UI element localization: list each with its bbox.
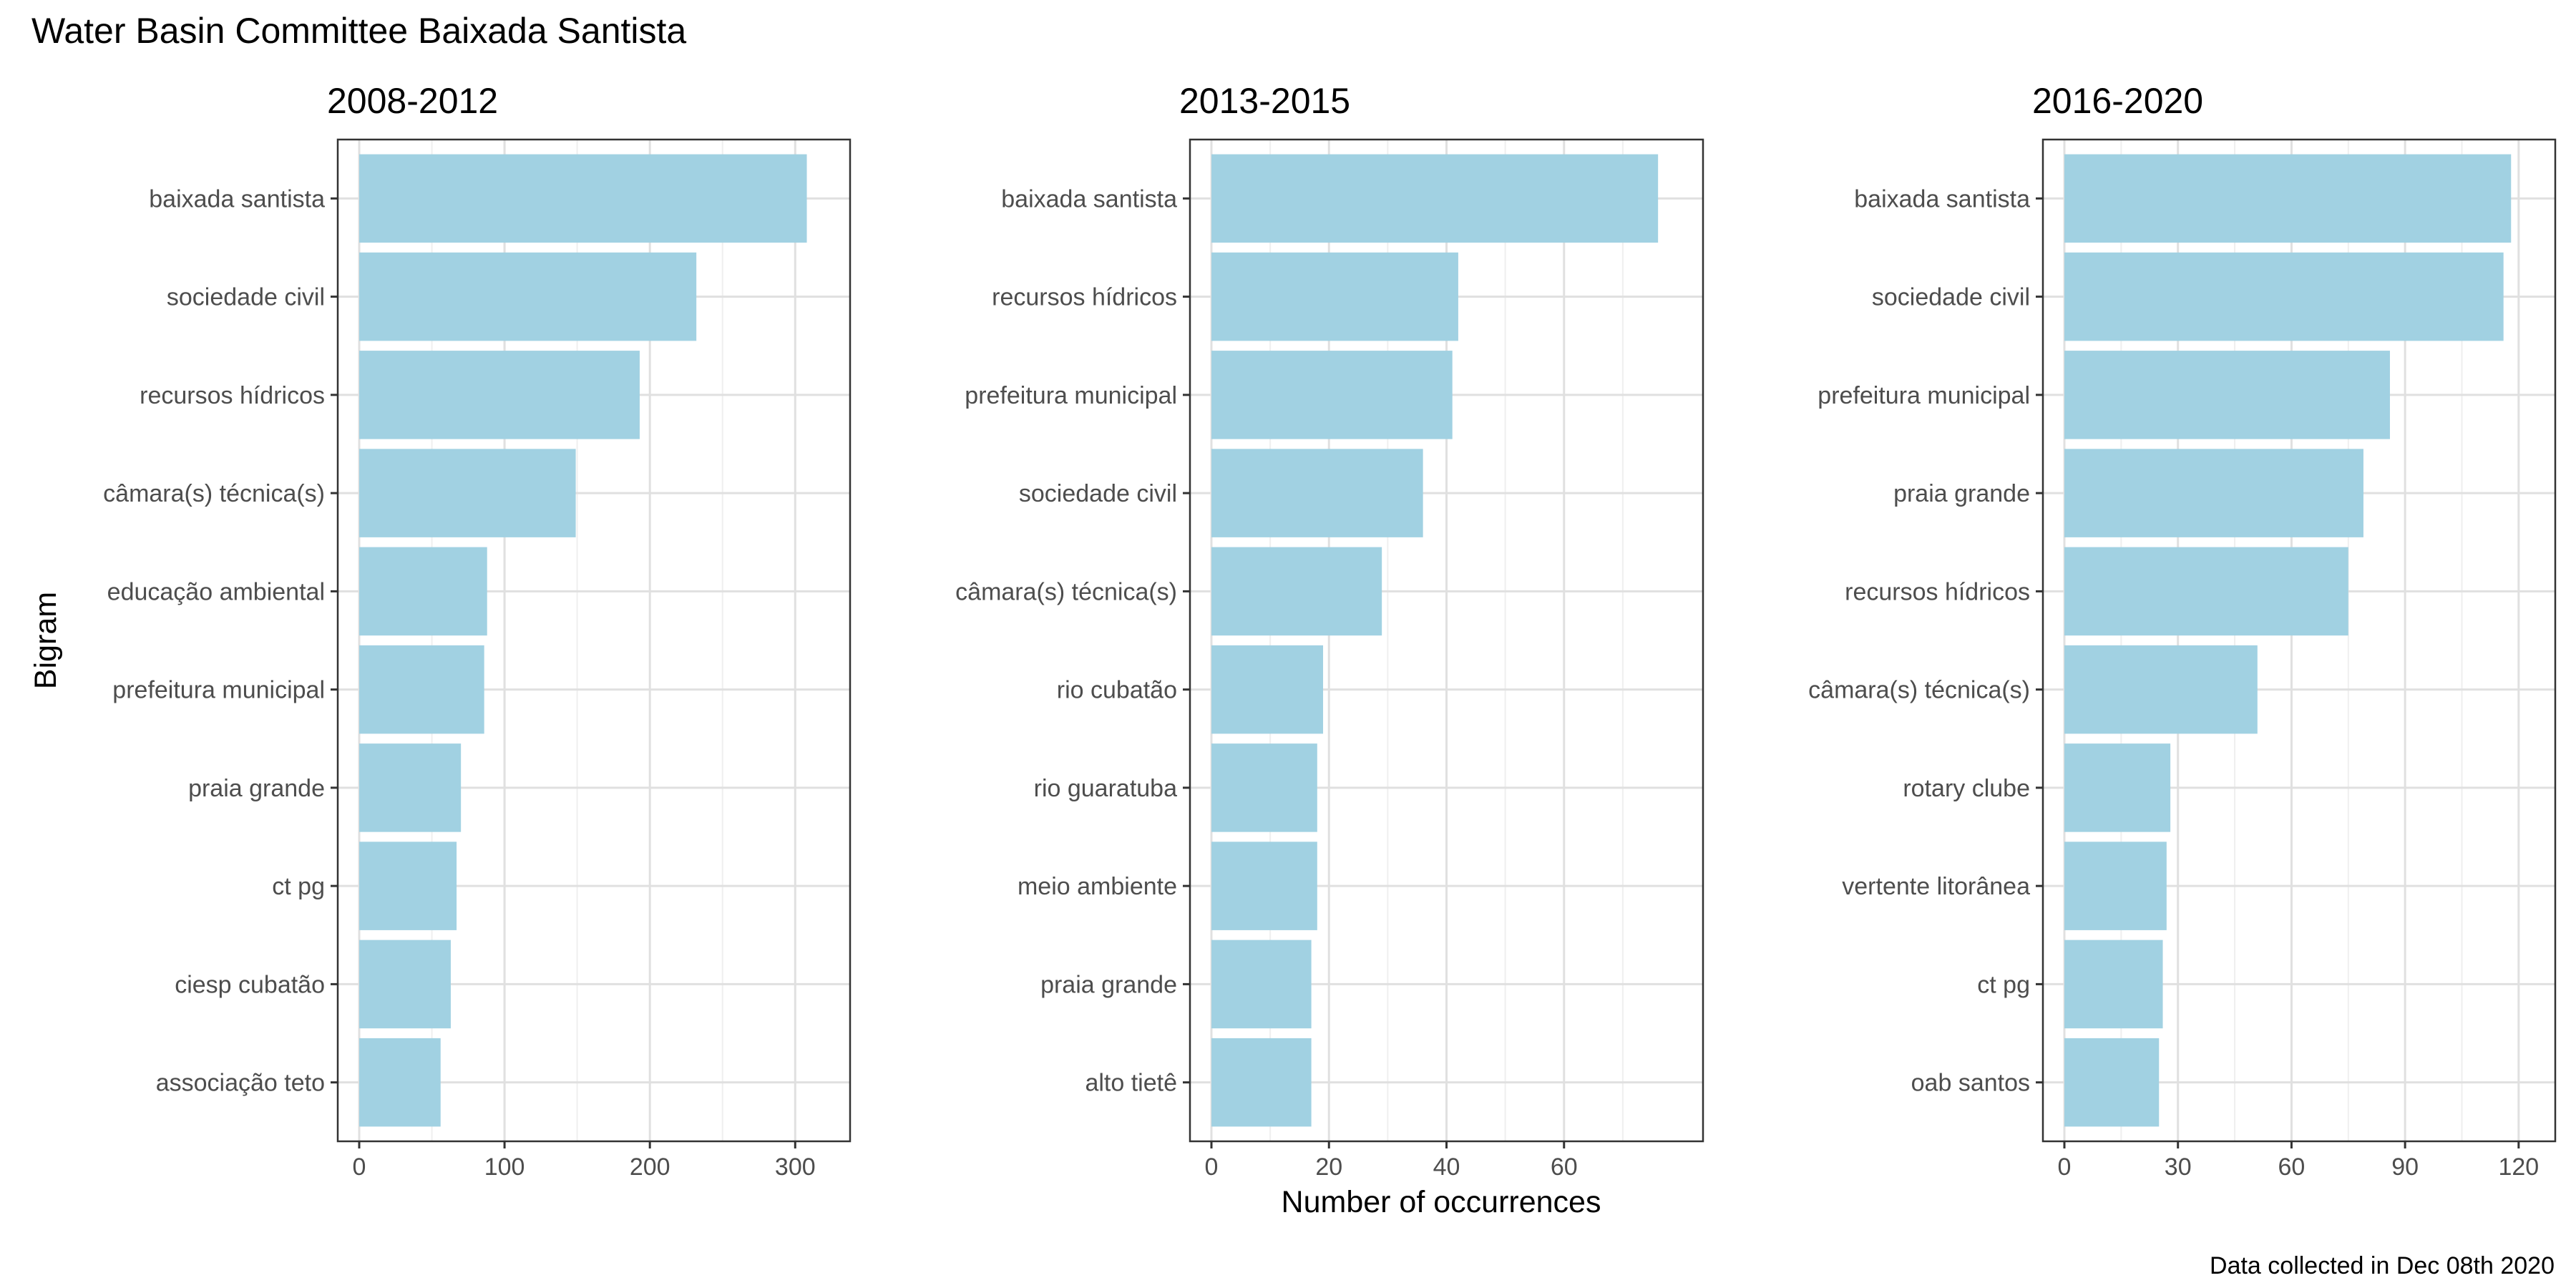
bar-prefeitura-municipal bbox=[2064, 351, 2390, 439]
y-tick-label: sociedade civil bbox=[167, 284, 325, 311]
y-tick-label: ciesp cubatão bbox=[175, 971, 325, 998]
y-tick-label: prefeitura municipal bbox=[1818, 382, 2030, 409]
y-tick-label: rio guaratuba bbox=[1034, 775, 1177, 802]
bar-rio-guaratuba bbox=[1211, 743, 1317, 832]
y-tick-label: câmara(s) técnica(s) bbox=[955, 578, 1177, 605]
panels: 2008-2012 baixada santista sociedade civil… bbox=[103, 81, 2557, 1181]
bar-sociedade-civil bbox=[1211, 449, 1423, 537]
panel-title: 2016-2020 bbox=[2032, 81, 2203, 121]
bar-praia-grande bbox=[2064, 449, 2363, 537]
y-tick-label: baixada santista bbox=[1854, 185, 2030, 213]
panel-title: 2013-2015 bbox=[1179, 81, 1350, 121]
y-tick-label: baixada santista bbox=[149, 185, 325, 213]
y-tick-label: educação ambiental bbox=[107, 578, 325, 605]
bar-praia-grande bbox=[359, 743, 462, 832]
x-tick-label: 100 bbox=[484, 1153, 525, 1181]
bar-meio-ambiente bbox=[1211, 841, 1317, 930]
bar-vertente-litor-nea bbox=[2064, 841, 2167, 930]
y-tick-label: praia grande bbox=[1040, 971, 1177, 998]
bar-prefeitura-municipal bbox=[1211, 351, 1453, 439]
y-tick-label: rio cubatão bbox=[1057, 677, 1177, 704]
bar-ct-pg bbox=[359, 841, 457, 930]
bar-recursos-h-dricos bbox=[2064, 547, 2348, 636]
bar-oab-santos bbox=[2064, 1038, 2160, 1127]
chart-title: Water Basin Committee Baixada Santista bbox=[31, 11, 686, 51]
x-tick-label: 200 bbox=[630, 1153, 670, 1181]
bar-sociedade-civil bbox=[2064, 252, 2504, 341]
y-tick-label: meio ambiente bbox=[1018, 873, 1177, 900]
x-tick-label: 120 bbox=[2498, 1153, 2539, 1181]
bar-recursos-h-dricos bbox=[359, 351, 640, 439]
bar-recursos-h-dricos bbox=[1211, 252, 1458, 341]
x-tick-label: 90 bbox=[2391, 1153, 2419, 1181]
y-tick-label: vertente litorânea bbox=[1842, 873, 2030, 900]
y-tick-label: associação teto bbox=[156, 1070, 325, 1097]
y-tick-label: prefeitura municipal bbox=[965, 382, 1177, 409]
panel-border bbox=[336, 138, 852, 1143]
bar-c-mara-s-t-cnica-s- bbox=[359, 449, 576, 537]
y-tick-label: recursos hídricos bbox=[140, 382, 325, 409]
bar-educa-o-ambiental bbox=[359, 547, 487, 636]
x-tick-label: 60 bbox=[1551, 1153, 1578, 1181]
caption: Data collected in Dec 08th 2020 bbox=[2210, 1252, 2555, 1279]
x-tick-label: 300 bbox=[775, 1153, 816, 1181]
y-tick-label: câmara(s) técnica(s) bbox=[1808, 677, 2030, 704]
bar-ciesp-cubat-o bbox=[359, 940, 451, 1029]
y-axis-title: Bigram bbox=[29, 592, 63, 689]
bar-c-mara-s-t-cnica-s- bbox=[1211, 547, 1382, 636]
y-tick-label: sociedade civil bbox=[1019, 480, 1177, 507]
bar-rotary-clube bbox=[2064, 743, 2171, 832]
y-tick-label: prefeitura municipal bbox=[112, 677, 325, 704]
bar-ct-pg bbox=[2064, 940, 2163, 1029]
panel-border bbox=[2041, 138, 2557, 1143]
bar-baixada-santista bbox=[2064, 154, 2512, 243]
y-tick-label: recursos hídricos bbox=[1845, 578, 2030, 605]
x-tick-label: 0 bbox=[1205, 1153, 1219, 1181]
x-tick-label: 0 bbox=[2058, 1153, 2072, 1181]
panel-2: 2013-2015 baixada santista recursos hídric… bbox=[955, 81, 1704, 1181]
bar-associa-o-teto bbox=[359, 1038, 441, 1127]
x-axis-title: Number of occurrences bbox=[1282, 1185, 1601, 1219]
y-tick-label: alto tietê bbox=[1085, 1070, 1177, 1097]
x-tick-label: 40 bbox=[1433, 1153, 1460, 1181]
y-tick-label: oab santos bbox=[1911, 1070, 2030, 1097]
y-tick-label: baixada santista bbox=[1001, 185, 1177, 213]
y-tick-label: recursos hídricos bbox=[992, 284, 1177, 311]
panel-1: 2008-2012 baixada santista sociedade civil… bbox=[103, 81, 852, 1181]
y-tick-label: câmara(s) técnica(s) bbox=[103, 480, 325, 507]
bar-baixada-santista bbox=[359, 154, 807, 243]
bar-baixada-santista bbox=[1211, 154, 1659, 243]
x-tick-label: 60 bbox=[2278, 1153, 2306, 1181]
bar-praia-grande bbox=[1211, 940, 1312, 1029]
bar-c-mara-s-t-cnica-s- bbox=[2064, 645, 2258, 734]
x-tick-label: 0 bbox=[353, 1153, 366, 1181]
y-tick-label: praia grande bbox=[1893, 480, 2030, 507]
bar-alto-tiet- bbox=[1211, 1038, 1312, 1127]
bar-prefeitura-municipal bbox=[359, 645, 484, 734]
bar-rio-cubat-o bbox=[1211, 645, 1324, 734]
bar-sociedade-civil bbox=[359, 252, 697, 341]
x-tick-label: 20 bbox=[1315, 1153, 1342, 1181]
y-tick-label: ct pg bbox=[1977, 971, 2030, 998]
panel-title: 2008-2012 bbox=[327, 81, 498, 121]
panel-3: 2016-2020 baixada santista sociedade civil… bbox=[1808, 81, 2557, 1181]
y-tick-label: sociedade civil bbox=[1872, 284, 2030, 311]
y-tick-label: rotary clube bbox=[1903, 775, 2030, 802]
x-tick-label: 30 bbox=[2165, 1153, 2192, 1181]
y-tick-label: praia grande bbox=[188, 775, 325, 802]
y-tick-label: ct pg bbox=[272, 873, 325, 900]
